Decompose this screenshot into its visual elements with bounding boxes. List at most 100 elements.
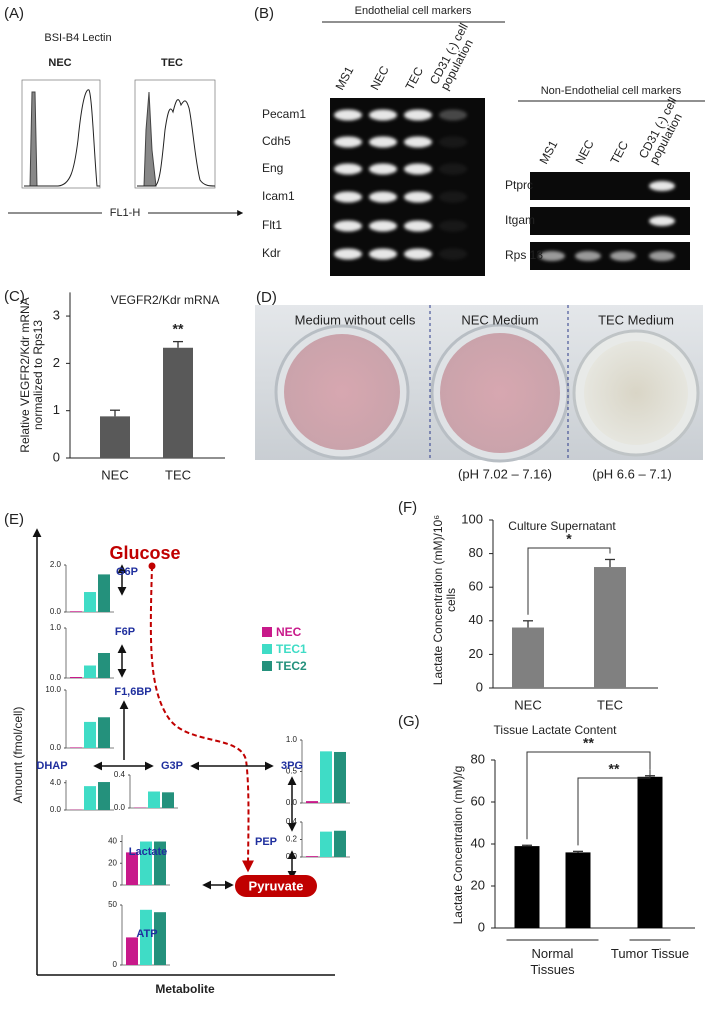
ph-label: (pH 7.02 – 7.16) — [458, 466, 552, 481]
metabolite-label: G6P — [116, 566, 138, 578]
well-label: NEC Medium — [461, 312, 538, 327]
y-tick-label: 40 — [471, 835, 485, 850]
gel-band — [539, 251, 565, 261]
gene-label: Icam1 — [262, 189, 295, 203]
gel-band — [334, 248, 362, 260]
gel-band — [369, 136, 397, 148]
error-bar — [605, 558, 615, 568]
bar — [140, 909, 152, 965]
gel-band — [369, 191, 397, 203]
bar — [70, 747, 82, 748]
x-tick-label: NEC — [514, 697, 541, 712]
gel-band — [610, 251, 636, 261]
panel-label: (A) — [4, 5, 24, 22]
legend-swatch — [262, 644, 272, 654]
y-tick-label: 0.4 — [286, 817, 298, 826]
panel-label: (C) — [4, 288, 25, 305]
bar — [98, 574, 110, 612]
gene-label: Itgam — [505, 213, 535, 227]
significance: ** — [173, 320, 184, 336]
chart-title: VEGFR2/Kdr mRNA — [111, 293, 220, 307]
legend-label: TEC2 — [276, 659, 307, 673]
gel-band — [369, 109, 397, 121]
well-label: Medium without cells — [295, 312, 416, 327]
bar — [98, 782, 110, 810]
gene-label: Rps 13 — [505, 248, 543, 262]
y-tick-label: 2.0 — [50, 560, 62, 569]
legend-label: NEC — [276, 625, 302, 639]
bar — [334, 830, 346, 857]
gel-band — [404, 191, 432, 203]
metabolite-label: 3PG — [281, 760, 303, 772]
gel-band — [439, 109, 467, 121]
y-tick-label: 50 — [108, 900, 117, 909]
gel-band — [439, 248, 467, 260]
significance: ** — [583, 735, 594, 751]
x-tick-label: TEC — [597, 697, 623, 712]
ph-label: (pH 6.6 – 7.1) — [592, 466, 672, 481]
group-label: Tumor Tissue — [610, 946, 690, 961]
y-tick-label: 80 — [471, 751, 485, 766]
bar — [320, 831, 332, 857]
gel-title: Endothelial cell markers — [355, 5, 472, 17]
gel-band — [404, 163, 432, 175]
panel-label: (E) — [4, 511, 24, 528]
legend-swatch — [262, 627, 272, 637]
bar — [126, 852, 138, 885]
bracket — [527, 547, 611, 615]
bar — [84, 665, 96, 678]
error-bar — [522, 844, 532, 847]
y-axis-label: Amount (fmol/cell) — [10, 706, 25, 804]
y-tick-label: 0.0 — [50, 743, 62, 752]
gel-band — [439, 191, 467, 203]
y-tick-label: 1.0 — [286, 735, 298, 744]
group-label: NEC — [48, 57, 71, 69]
bar — [140, 841, 152, 885]
gel-band — [334, 220, 362, 232]
y-tick-label: 0.0 — [50, 607, 62, 616]
y-tick-label: 3 — [53, 307, 60, 322]
pathway — [32, 528, 335, 976]
y-tick-label: 4.0 — [50, 778, 62, 787]
gel-band — [649, 251, 675, 261]
y-tick-label: 0.0 — [50, 805, 62, 814]
y-tick-label: 1.0 — [50, 623, 62, 632]
metabolite-label: PEP — [255, 836, 277, 848]
error-bar — [523, 620, 533, 628]
y-tick-label: 0.4 — [114, 770, 126, 779]
bracket — [526, 751, 651, 840]
gel-band — [404, 136, 432, 148]
node-label: Glucose — [109, 543, 180, 563]
gel — [330, 98, 485, 276]
label-bg — [102, 205, 148, 221]
bar — [320, 751, 332, 803]
gel-band — [334, 163, 362, 175]
gel-band — [439, 163, 467, 175]
y-tick-label: 20 — [108, 858, 117, 867]
metabolite-label: F6P — [115, 626, 135, 638]
gene-label: Flt1 — [262, 218, 282, 232]
bar — [100, 416, 130, 458]
metabolite-label: DHAP — [36, 760, 67, 772]
y-tick-label: 0 — [53, 449, 60, 464]
metabolite-label: G3P — [161, 760, 183, 772]
metabolite-label: ATP — [136, 928, 157, 940]
gel-band — [649, 181, 675, 191]
y-tick-label: 0.0 — [50, 673, 62, 682]
bar — [154, 912, 166, 965]
bar — [637, 776, 663, 928]
y-tick-label: 0 — [113, 960, 118, 969]
gel-band — [439, 220, 467, 232]
y-tick-label: 100 — [461, 511, 483, 526]
bar — [163, 347, 193, 458]
y-tick-label: 40 — [108, 837, 117, 846]
x-tick-label: NEC — [101, 467, 128, 482]
group-label: TEC — [161, 57, 183, 69]
bar — [84, 592, 96, 612]
gel-band — [334, 191, 362, 203]
well-label: TEC Medium — [598, 312, 674, 327]
metabolite-label: Lactate — [129, 846, 168, 858]
panel-title: BSI-B4 Lectin — [44, 32, 111, 44]
bar — [70, 611, 82, 612]
bar — [154, 841, 166, 885]
